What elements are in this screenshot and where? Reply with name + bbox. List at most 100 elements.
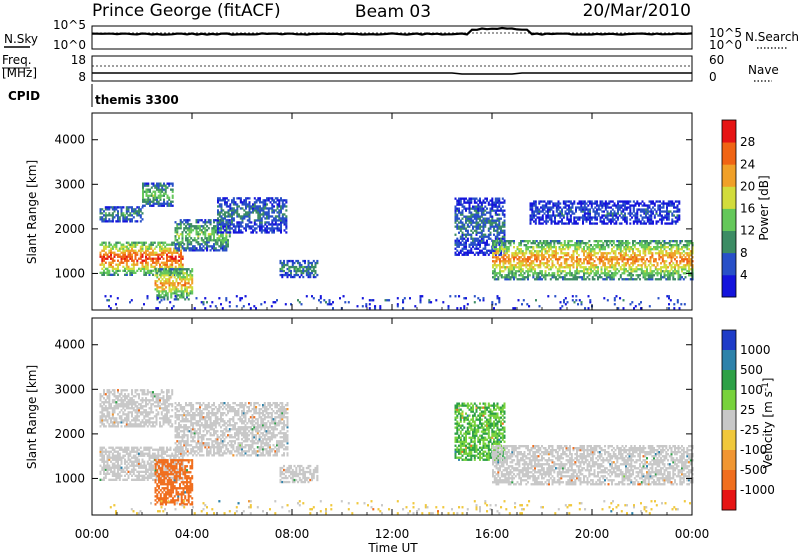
power-cell bbox=[104, 253, 107, 256]
power-cell bbox=[549, 254, 552, 257]
power-cell bbox=[569, 200, 572, 203]
power-cell bbox=[607, 274, 610, 277]
power-cell bbox=[173, 290, 176, 293]
beam-title: Beam 03 bbox=[355, 2, 431, 22]
power-cell bbox=[475, 229, 478, 232]
power-cell bbox=[232, 203, 235, 206]
power-cell bbox=[597, 214, 600, 217]
power-cell bbox=[642, 248, 645, 251]
power-cell bbox=[124, 218, 126, 221]
power-cell bbox=[512, 307, 515, 310]
power-cell bbox=[636, 218, 639, 221]
power-cell bbox=[507, 268, 510, 271]
power-cell bbox=[615, 212, 618, 215]
power-cell bbox=[620, 216, 623, 219]
power-cell bbox=[470, 229, 473, 232]
power-cell bbox=[162, 247, 165, 250]
power-cell bbox=[585, 218, 588, 221]
power-cell bbox=[663, 270, 666, 273]
power-cell bbox=[487, 243, 490, 246]
power-cell bbox=[454, 197, 457, 200]
power-cell bbox=[273, 219, 275, 222]
power-cell bbox=[225, 223, 228, 226]
power-cell bbox=[555, 256, 557, 259]
power-cell bbox=[274, 201, 277, 204]
power-cell bbox=[634, 218, 637, 221]
power-cell bbox=[157, 255, 160, 258]
power-cell bbox=[129, 271, 132, 274]
power-cell bbox=[562, 266, 564, 269]
power-cell bbox=[173, 243, 175, 246]
power-cell bbox=[686, 240, 689, 243]
power-cell bbox=[584, 256, 587, 259]
velocity-cell bbox=[127, 456, 130, 459]
power-cell bbox=[136, 261, 139, 264]
power-cell bbox=[529, 204, 532, 207]
power-cell bbox=[281, 261, 284, 265]
power-cell bbox=[482, 209, 485, 212]
power-cell bbox=[222, 223, 225, 226]
power-cell bbox=[461, 249, 464, 252]
power-cell bbox=[273, 209, 275, 212]
power-cell bbox=[638, 220, 640, 223]
power-cell bbox=[106, 269, 109, 272]
power-cell bbox=[598, 250, 601, 253]
power-cell bbox=[618, 258, 620, 261]
power-cell bbox=[590, 256, 592, 259]
power-cell bbox=[217, 221, 219, 224]
power-cell bbox=[231, 221, 233, 224]
power-cell bbox=[188, 235, 191, 238]
power-cell bbox=[636, 202, 639, 205]
power-cell bbox=[271, 203, 274, 206]
power-cell bbox=[419, 297, 422, 300]
power-cell bbox=[537, 278, 540, 281]
power-cell bbox=[225, 215, 228, 218]
power-cell bbox=[172, 288, 174, 291]
power-cell bbox=[195, 233, 198, 236]
power-cell bbox=[611, 266, 613, 269]
power-cell bbox=[131, 269, 133, 272]
power-cell bbox=[528, 258, 531, 261]
power-cell bbox=[278, 203, 281, 206]
power-cell bbox=[577, 246, 580, 249]
power-cell bbox=[255, 207, 258, 210]
power-cell bbox=[600, 268, 603, 271]
power-cell bbox=[234, 209, 237, 212]
power-cell bbox=[533, 216, 535, 219]
power-cell bbox=[307, 265, 310, 269]
velocity-cell bbox=[108, 454, 111, 457]
power-cell bbox=[582, 206, 584, 209]
power-cell bbox=[539, 276, 542, 279]
power-cell bbox=[561, 305, 564, 308]
power-cell bbox=[110, 247, 112, 250]
power-cell bbox=[638, 303, 641, 306]
power-cell bbox=[570, 264, 573, 267]
power-cell bbox=[625, 250, 627, 253]
power-cell bbox=[655, 212, 658, 215]
power-cell bbox=[165, 292, 167, 295]
power-cell bbox=[555, 210, 558, 213]
power-cell bbox=[639, 268, 641, 271]
power-cell bbox=[111, 214, 114, 217]
power-cell bbox=[511, 266, 514, 269]
power-cell bbox=[103, 247, 105, 250]
power-cell bbox=[283, 205, 286, 208]
power-cell bbox=[171, 190, 174, 193]
power-cell bbox=[271, 207, 274, 210]
power-cell bbox=[625, 220, 628, 223]
power-cell bbox=[538, 212, 541, 215]
power-cell bbox=[513, 268, 515, 271]
power-cell bbox=[541, 222, 544, 225]
power-cell bbox=[136, 241, 139, 244]
power-cell bbox=[574, 244, 577, 247]
power-cell bbox=[239, 231, 242, 234]
power-cell bbox=[629, 214, 632, 217]
power-cell bbox=[537, 242, 540, 245]
power-cell bbox=[234, 211, 237, 214]
power-cell bbox=[612, 246, 615, 249]
power-cell bbox=[522, 299, 525, 302]
power-cell bbox=[161, 296, 164, 299]
power-cell bbox=[576, 250, 578, 253]
power-cell bbox=[132, 241, 135, 244]
power-cell bbox=[109, 307, 112, 310]
